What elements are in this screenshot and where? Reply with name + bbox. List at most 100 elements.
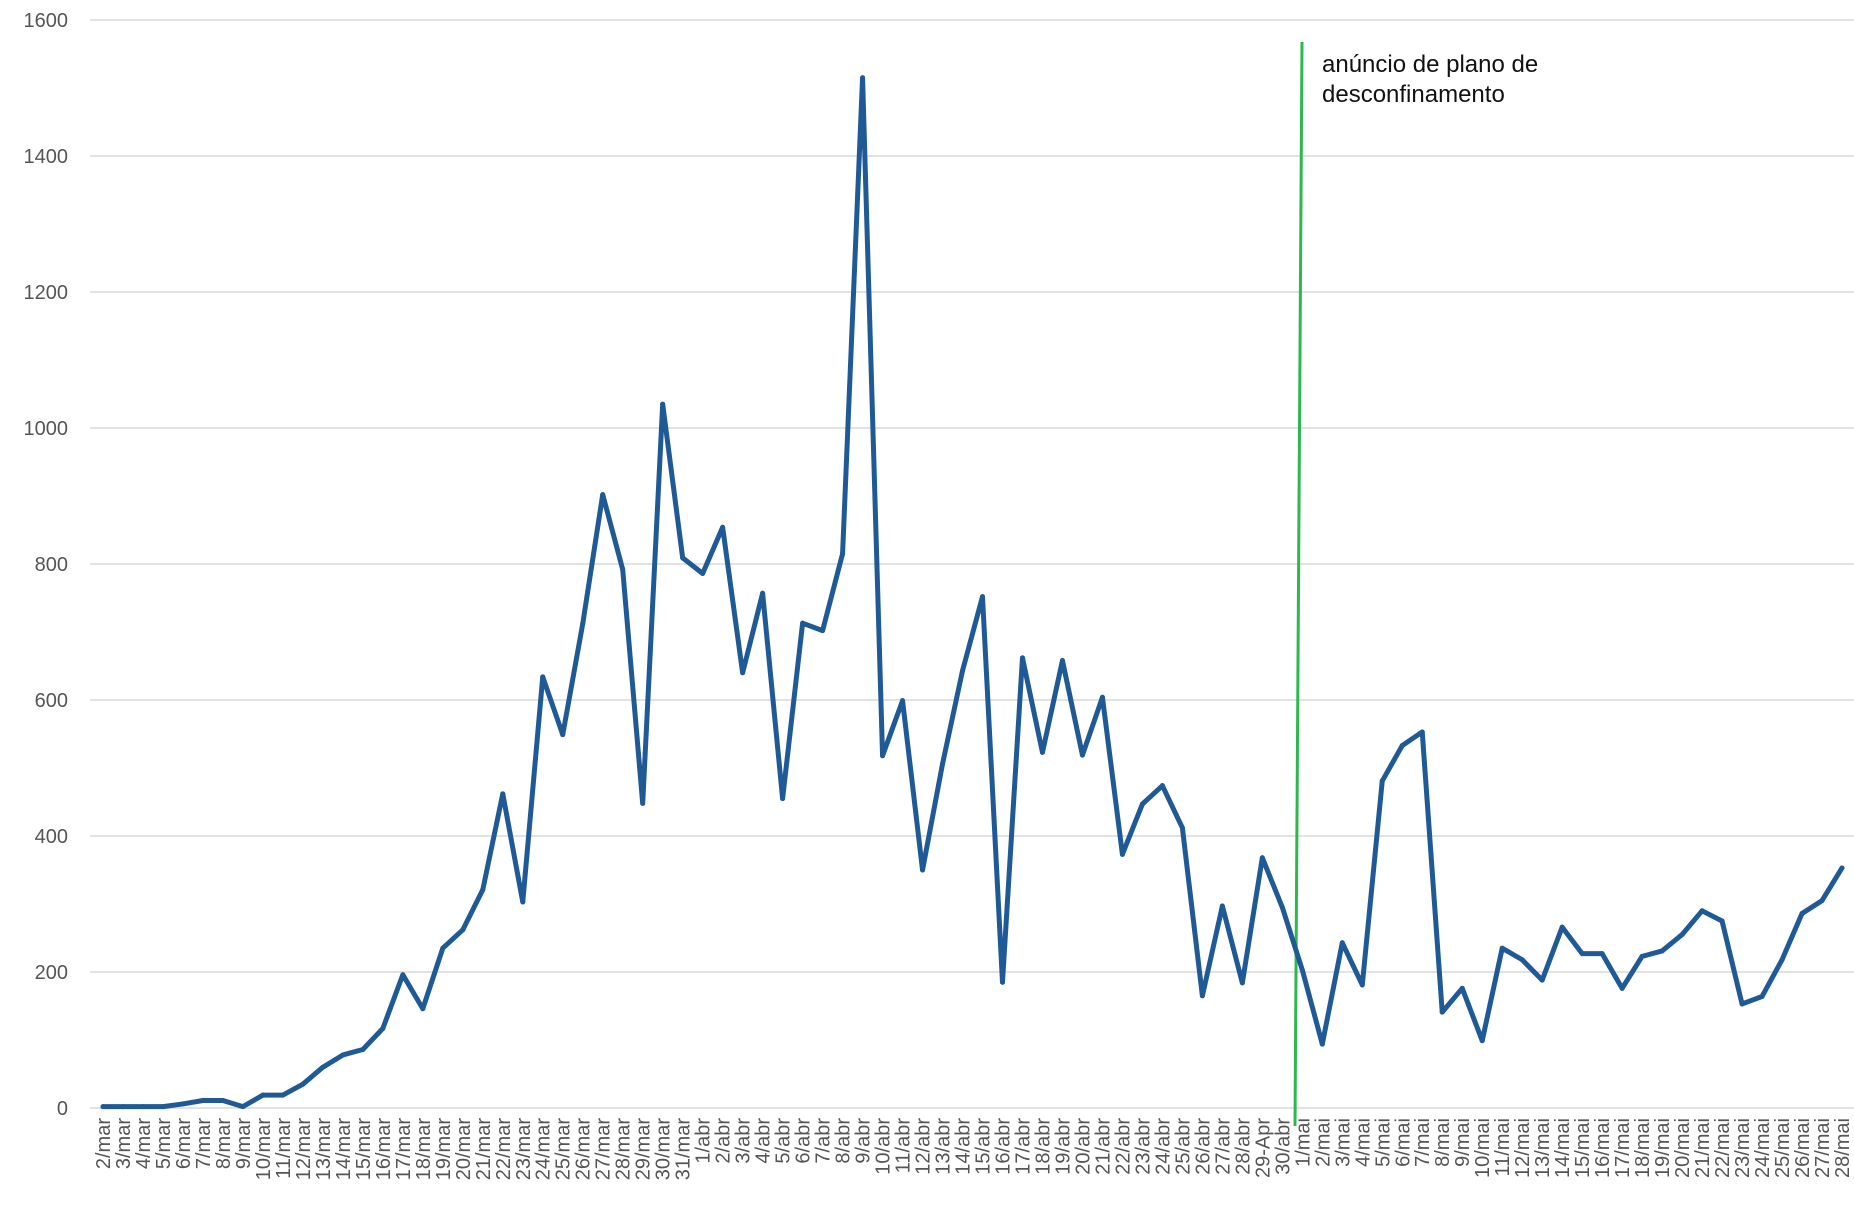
x-tick-label: 31/mar [673,1118,695,1181]
data-point-2/mar [100,1104,106,1110]
data-point-25/mai [1779,957,1785,963]
data-point-18/abr [1039,749,1045,755]
x-tick-label: 20/abr [1072,1118,1094,1175]
data-point-2/mai [1319,1041,1325,1047]
data-point-5/abr [780,796,786,802]
data-point-6/mar [180,1101,186,1107]
x-tick-label: 5/abr [773,1118,795,1164]
data-point-29-Apr [1259,855,1265,861]
x-tick-label: 20/mai [1672,1118,1694,1178]
data-point-9/mar [240,1104,246,1110]
data-point-4/mar [140,1104,146,1110]
y-tick-label: 1600 [24,10,69,32]
y-tick-label: 0 [57,1098,68,1120]
data-point-25/mar [560,732,566,738]
data-point-6/abr [800,620,806,626]
data-point-16/abr [999,979,1005,985]
data-point-10/abr [880,753,886,759]
data-point-16/mai [1599,951,1605,957]
x-tick-label: 9/mar [233,1118,255,1169]
data-point-27/mai [1819,898,1825,904]
annotation-label: anúncio de plano de desconfinamento [1322,51,1545,108]
x-tick-label: 22/mai [1712,1118,1734,1178]
data-point-12/mar [300,1081,306,1087]
data-points [100,75,1845,1110]
x-tick-label: 23/mar [513,1118,535,1181]
x-tick-label: 28/mai [1832,1118,1854,1178]
data-point-4/abr [760,590,766,596]
data-point-21/mar [480,887,486,893]
data-point-3/mar [120,1104,126,1110]
x-tick-label: 27/mai [1812,1118,1834,1178]
data-point-27/mar [600,492,606,498]
data-point-24/mai [1759,993,1765,999]
data-point-30/mar [660,401,666,407]
x-tick-label: 10/abr [873,1118,895,1175]
x-tick-label: 18/mai [1632,1118,1654,1178]
x-tick-label: 13/abr [933,1118,955,1175]
data-point-10/mai [1479,1038,1485,1044]
data-point-15/abr [979,594,985,600]
x-tick-label: 25/mar [553,1118,575,1181]
x-tick-label: 17/mar [393,1118,415,1181]
x-tick-label: 19/mai [1652,1118,1674,1178]
x-tick-label: 4/mar [133,1118,155,1169]
x-tick-label: 14/abr [953,1118,975,1175]
data-point-21/abr [1099,694,1105,700]
data-point-28/mai [1839,865,1845,871]
x-tick-label: 25/abr [1172,1118,1194,1175]
data-point-26/mar [580,621,586,627]
data-point-5/mai [1379,778,1385,784]
data-point-30/abr [1279,904,1285,910]
x-tick-label: 10/mai [1472,1118,1494,1178]
data-point-2/abr [720,524,726,530]
x-tick-label: 1/mai [1292,1118,1314,1167]
x-tick-label: 8/mar [213,1118,235,1169]
data-point-8/mai [1439,1009,1445,1015]
x-tick-label: 6/mar [173,1118,195,1169]
x-tick-label: 28/mar [613,1118,635,1181]
x-tick-label: 30/abr [1272,1118,1294,1175]
data-point-20/mar [460,927,466,933]
x-tick-label: 13/mar [313,1118,335,1181]
x-tick-label: 7/abr [813,1118,835,1164]
data-point-23/mar [520,899,526,905]
x-tick-label: 12/mar [293,1118,315,1181]
data-point-12/mai [1519,957,1525,963]
data-point-27/abr [1219,903,1225,909]
x-tick-label: 2/mar [93,1118,115,1169]
x-tick-label: 16/mar [373,1118,395,1181]
data-point-8/abr [840,551,846,557]
data-point-13/mai [1539,977,1545,983]
data-point-1/abr [700,571,706,577]
x-tick-label: 7/mar [193,1118,215,1169]
x-tick-label: 15/abr [972,1118,994,1175]
data-point-8/mar [220,1098,226,1104]
y-tick-label: 400 [35,826,68,848]
x-tick-label: 29-Apr [1252,1118,1274,1178]
x-tick-label: 24/abr [1152,1118,1174,1175]
data-point-7/mar [200,1098,206,1104]
x-tick-label: 6/mai [1392,1118,1414,1167]
data-point-13/mar [320,1064,326,1070]
data-point-16/mar [380,1025,386,1031]
x-tick-label: 25/mai [1772,1118,1794,1178]
data-point-19/mar [440,945,446,951]
x-tick-label: 16/mai [1592,1118,1614,1178]
data-point-11/abr [900,698,906,704]
data-point-31/mar [680,555,686,561]
x-tick-label: 21/mar [473,1118,495,1181]
data-point-28/mar [620,566,626,572]
x-tick-label: 11/mai [1492,1118,1514,1177]
y-tick-label: 1400 [24,146,69,168]
x-tick-label: 22/mar [493,1118,515,1181]
x-tick-label: 23/mai [1732,1118,1754,1178]
data-point-22/abr [1119,851,1125,857]
data-point-17/abr [1019,655,1025,661]
x-tick-label: 11/abr [893,1118,915,1174]
x-tick-label: 29/mar [633,1118,655,1181]
x-tick-label: 24/mar [533,1118,555,1181]
data-point-7/abr [820,628,826,634]
data-point-11/mar [280,1092,286,1098]
x-tick-label: 19/mar [433,1118,455,1181]
